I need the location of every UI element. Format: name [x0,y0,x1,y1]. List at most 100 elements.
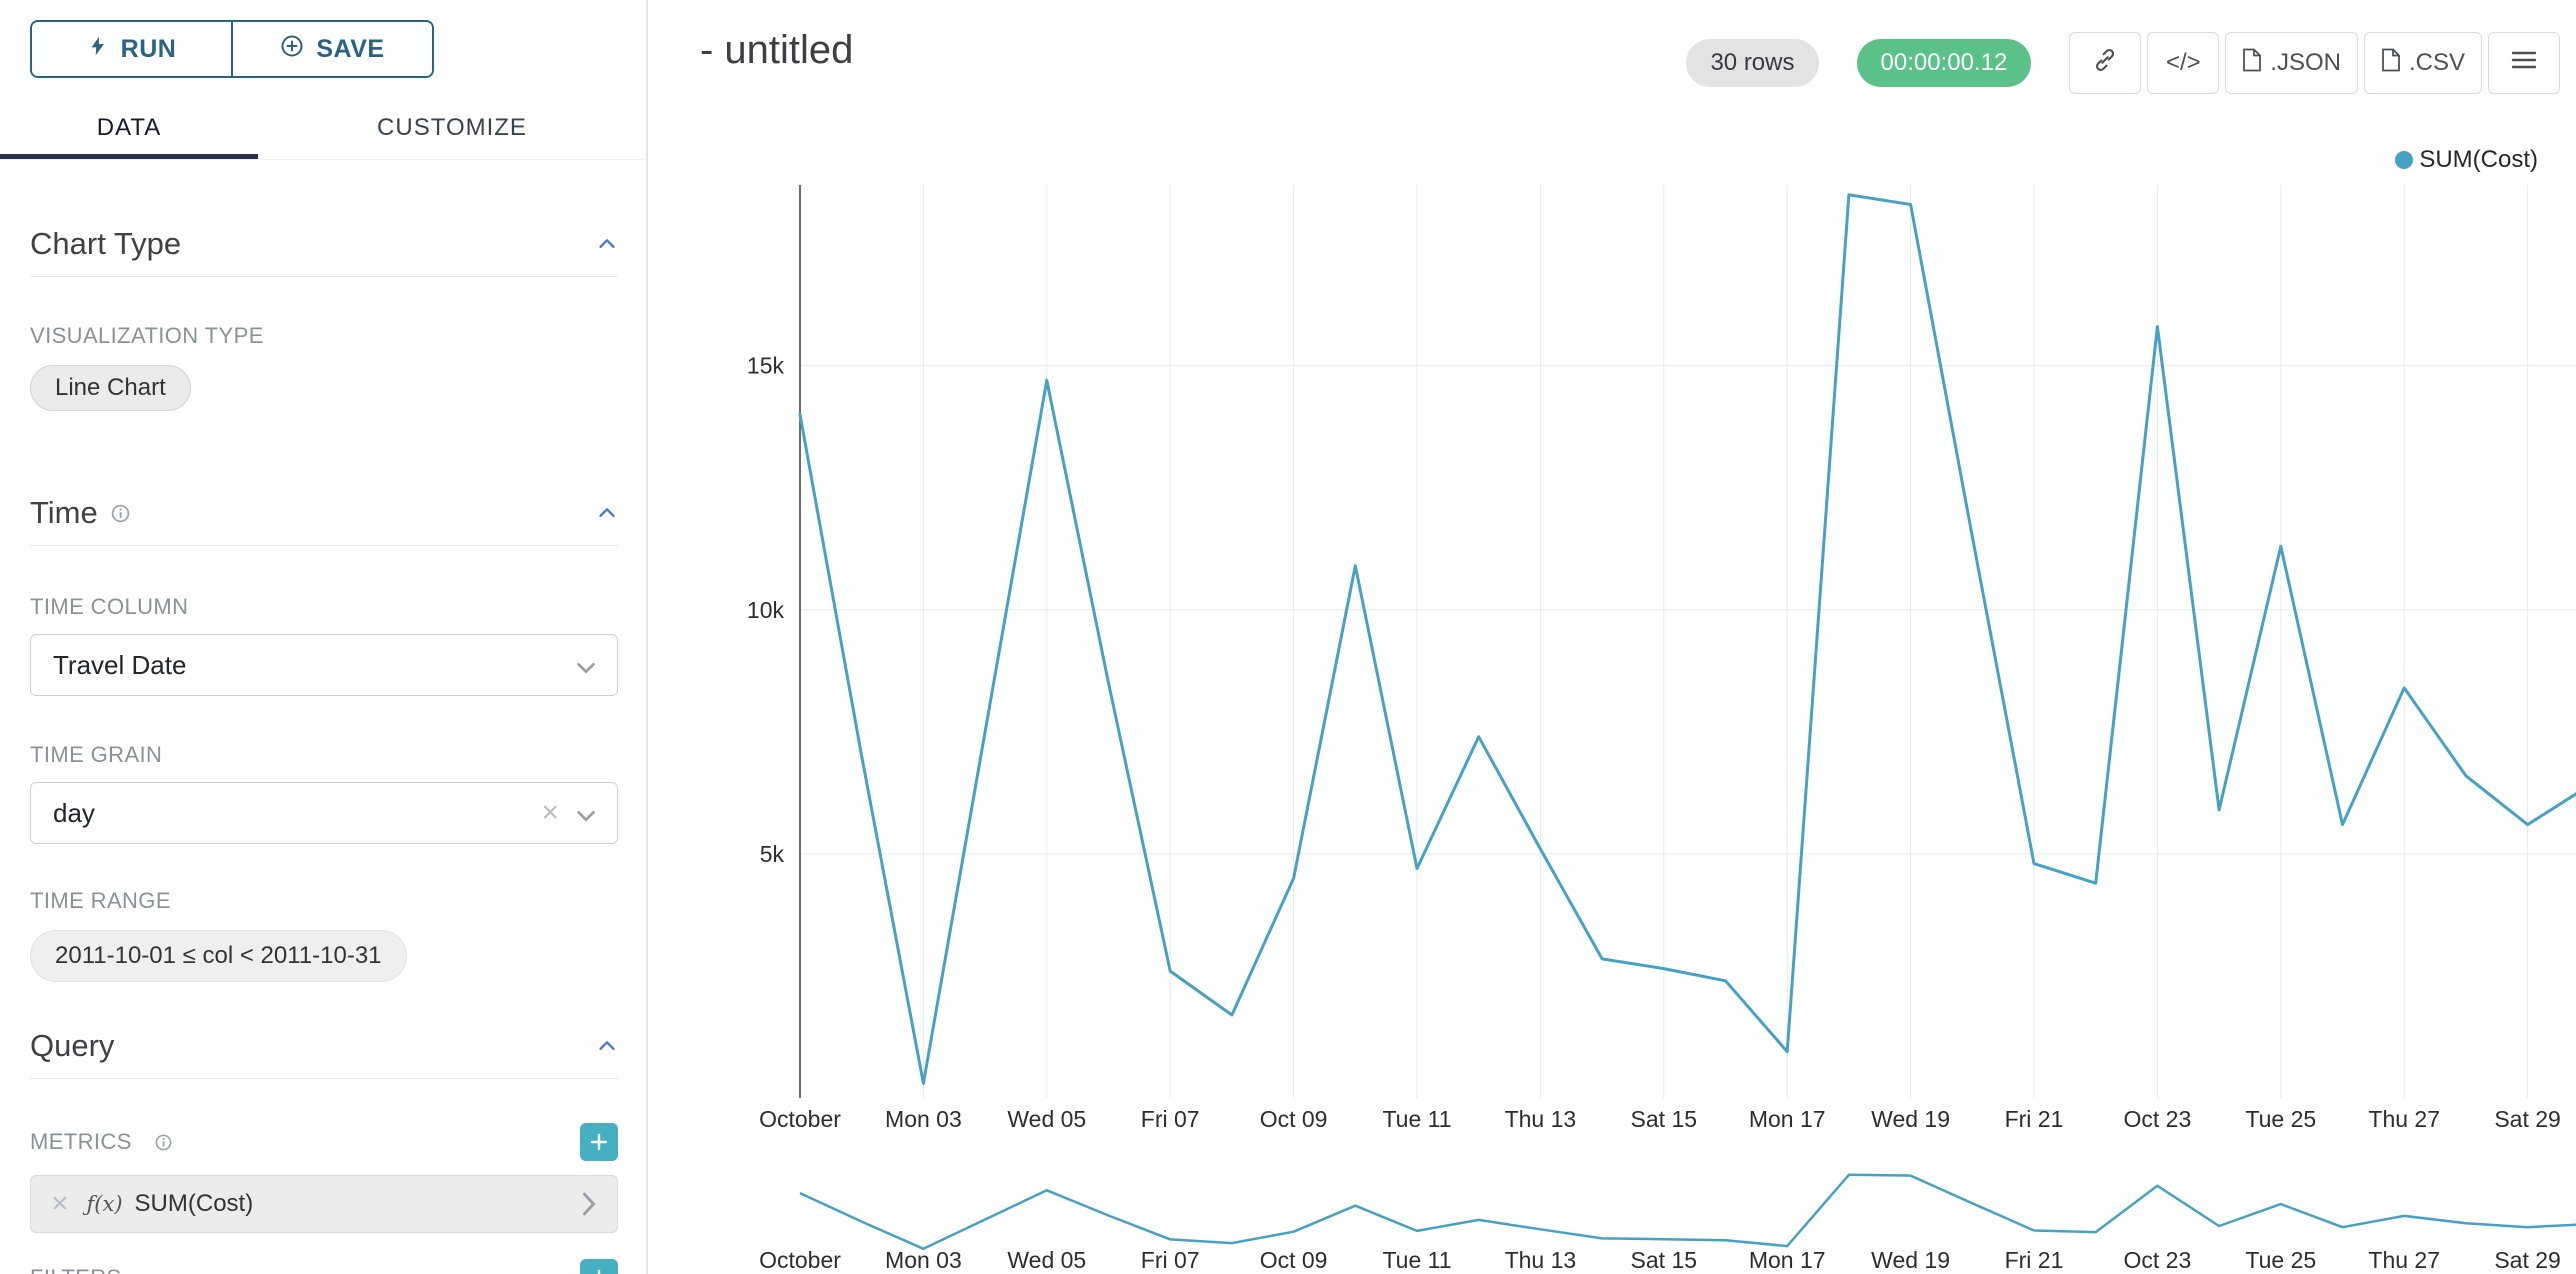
info-icon [154,1133,173,1152]
filters-row: FILTERS [30,1259,618,1274]
save-label: SAVE [316,34,385,63]
caret-down-icon[interactable] [577,798,595,829]
chevron-up-icon[interactable] [596,502,618,524]
time-column-value: Travel Date [53,649,187,680]
x-tick-label: Tue 11 [1382,1106,1451,1132]
tab-data[interactable]: DATA [0,96,258,159]
x-tick-label: Sat 15 [1631,1106,1698,1132]
tab-customize[interactable]: CUSTOMIZE [258,96,646,159]
file-icon [2242,48,2262,79]
legend-label: SUM(Cost) [2419,146,2538,173]
series-line[interactable] [798,193,2576,1085]
run-button[interactable]: RUN [32,22,231,76]
brush-x-tick-label: Fri 21 [2005,1247,2064,1273]
time-grain-label: TIME GRAIN [30,742,163,767]
brush-x-tick-label: Thu 13 [1505,1247,1577,1273]
control-panel: RUN SAVE DATA CUSTOMIZE Chart Type [0,0,648,1274]
brush-x-tick-label: Oct 23 [2124,1247,2192,1273]
chart-legend[interactable]: SUM(Cost) [2395,146,2538,174]
export-csv-button[interactable]: .CSV [2363,32,2482,94]
range-brush-line[interactable] [799,1173,2576,1251]
brush-x-tick-label: Mon 03 [885,1247,962,1273]
add-filter-button[interactable] [580,1259,618,1274]
metric-pill[interactable]: × ƒ(x) SUM(Cost) [30,1175,618,1233]
time-range-pill[interactable]: 2011-10-01 ≤ col < 2011-10-31 [30,930,407,982]
time-grain-select[interactable]: day × [30,782,618,844]
plus-circle-icon [280,34,304,65]
x-tick-label: Mon 03 [885,1106,962,1132]
brush-x-tick-label: Thu 27 [2368,1247,2440,1273]
visualization-type-label: VISUALIZATION TYPE [30,323,264,348]
rows-badge: 30 rows [1686,39,1819,87]
link-icon [2092,47,2118,80]
export-button-group: </> .JSON .CSV [2069,32,2560,94]
x-tick-label: Sat 29 [2494,1106,2561,1132]
chart-type-section-header[interactable]: Chart Type [30,226,618,262]
x-tick-label: Thu 13 [1505,1106,1577,1132]
time-section-header[interactable]: Time [30,495,618,531]
file-icon [2381,48,2401,79]
x-tick-label: Mon 17 [1749,1106,1826,1132]
section-divider [30,545,618,546]
run-save-group: RUN SAVE [30,20,434,78]
time-title: Time [30,495,98,530]
visualization-type-pill[interactable]: Line Chart [30,365,191,411]
y-tick-label: 10k [747,597,785,623]
chevron-up-icon[interactable] [596,1035,618,1057]
filters-label: FILTERS [30,1265,122,1274]
y-tick-label: 15k [747,353,785,379]
brush-x-tick-label: Oct 09 [1260,1247,1328,1273]
chart-type-title: Chart Type [30,226,182,261]
legend-dot [2395,151,2414,169]
tab-data-label: DATA [96,113,162,141]
query-title: Query [30,1028,115,1063]
x-tick-label: Fri 21 [2005,1106,2064,1132]
time-column-label: TIME COLUMN [30,594,189,619]
brush-x-tick-label: Tue 11 [1382,1247,1451,1273]
x-tick-label: Wed 19 [1871,1106,1950,1132]
brush-x-tick-label: Wed 19 [1871,1247,1950,1273]
clear-icon[interactable]: × [541,796,559,829]
brush-x-tick-label: Wed 05 [1007,1247,1086,1273]
chart-area[interactable]: 5k 10k 15k October Mon 03 Wed 05 Fri 07 Oct 09 T… [648,110,2576,1274]
metric-value: SUM(Cost) [134,1190,254,1217]
share-link-button[interactable] [2069,32,2142,94]
chevron-right-icon[interactable] [581,1192,597,1216]
brush-x-tick-label: Sat 15 [1631,1247,1698,1273]
embed-code-button[interactable]: </> [2147,32,2220,94]
remove-metric-icon[interactable]: × [51,1187,69,1220]
chevron-up-icon[interactable] [596,233,618,255]
lightning-icon [87,35,109,64]
brush-x-tick-label: Tue 25 [2245,1247,2316,1273]
y-tick-label: 5k [760,841,785,867]
chart-menu-button[interactable] [2488,32,2560,94]
function-icon: ƒ(x) [86,1192,123,1216]
json-label: .JSON [2270,49,2341,76]
save-button[interactable]: SAVE [231,22,432,76]
brush-x-tick-label: October [759,1247,841,1273]
x-tick-label: Oct 09 [1260,1106,1328,1132]
code-icon: </> [2165,49,2201,76]
x-tick-label: Thu 27 [2368,1106,2440,1132]
chart-container: - untitled 30 rows 00:00:00.12 </> .JSON [648,0,2576,1274]
x-tick-label: Wed 05 [1007,1106,1086,1132]
metrics-row: METRICS [30,1123,618,1161]
section-divider [30,276,618,277]
export-json-button[interactable]: .JSON [2225,32,2358,94]
brush-x-tick-label: Sat 29 [2494,1247,2561,1273]
line-chart-svg[interactable]: 5k 10k 15k October Mon 03 Wed 05 Fri 07 Oct 09 T… [648,110,2576,1274]
add-metric-button[interactable] [580,1123,618,1161]
chart-name[interactable]: - untitled [700,28,854,72]
x-tick-label: Tue 25 [2245,1106,2316,1132]
query-section-header[interactable]: Query [30,1028,618,1064]
x-tick-label: Oct 23 [2124,1106,2192,1132]
time-range-label: TIME RANGE [30,888,171,913]
time-column-select[interactable]: Travel Date [30,634,618,696]
menu-icon [2511,49,2537,78]
tab-customize-label: CUSTOMIZE [377,113,527,141]
csv-label: .CSV [2408,49,2465,76]
metrics-label-row: METRICS [30,1129,173,1155]
caret-down-icon[interactable] [577,650,595,681]
x-tick-label: October [759,1106,841,1132]
